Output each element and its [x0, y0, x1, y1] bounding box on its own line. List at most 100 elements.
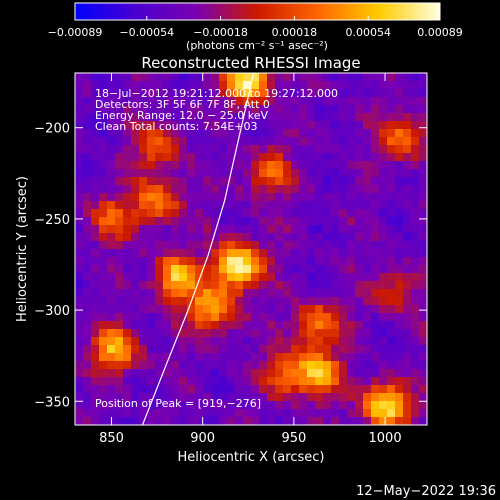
- heatmap-cell: [331, 129, 340, 138]
- heatmap-cell: [355, 313, 364, 322]
- heatmap-cell: [131, 353, 140, 362]
- heatmap-cell: [131, 409, 140, 418]
- heatmap-cell: [363, 161, 372, 170]
- heatmap-cell: [371, 185, 380, 194]
- heatmap-cell: [315, 89, 324, 98]
- heatmap-cell: [227, 305, 236, 314]
- heatmap-cell: [275, 265, 284, 274]
- heatmap-cell: [307, 361, 316, 370]
- heatmap-cell: [275, 305, 284, 314]
- heatmap-cell: [107, 409, 116, 418]
- heatmap-cell: [227, 81, 236, 90]
- heatmap-cell: [211, 193, 220, 202]
- heatmap-cell: [291, 89, 300, 98]
- heatmap-cell: [99, 369, 108, 378]
- heatmap-cell: [219, 153, 228, 162]
- heatmap-cell: [219, 361, 228, 370]
- heatmap-cell: [267, 225, 276, 234]
- heatmap-cell: [179, 393, 188, 402]
- heatmap-cell: [307, 209, 316, 218]
- heatmap-cell: [411, 273, 420, 282]
- heatmap-cell: [107, 337, 116, 346]
- heatmap-cell: [347, 137, 356, 146]
- heatmap-cell: [323, 225, 332, 234]
- heatmap-cell: [91, 137, 100, 146]
- heatmap-cell: [371, 209, 380, 218]
- heatmap-cell: [419, 273, 427, 282]
- heatmap-cell: [235, 273, 244, 282]
- heatmap-cell: [347, 233, 356, 242]
- heatmap-cell: [235, 409, 244, 418]
- heatmap-cell: [203, 193, 212, 202]
- heatmap-cell: [259, 297, 268, 306]
- heatmap-cell: [403, 113, 412, 122]
- heatmap-cell: [163, 241, 172, 250]
- heatmap-cell: [83, 313, 92, 322]
- heatmap-cell: [131, 401, 140, 410]
- heatmap-cell: [235, 169, 244, 178]
- heatmap-cell: [91, 353, 100, 362]
- heatmap-cell: [115, 297, 124, 306]
- heatmap-cell: [395, 281, 404, 290]
- heatmap-cell: [283, 185, 292, 194]
- heatmap-cell: [403, 193, 412, 202]
- heatmap-cell: [163, 137, 172, 146]
- heatmap-cell: [115, 369, 124, 378]
- heatmap-cell: [163, 145, 172, 154]
- heatmap-cell: [131, 257, 140, 266]
- heatmap-cell: [187, 305, 196, 314]
- heatmap-cell: [275, 329, 284, 338]
- heatmap-cell: [107, 249, 116, 258]
- heatmap-cell: [275, 161, 284, 170]
- heatmap-cell: [403, 161, 412, 170]
- heatmap-cell: [139, 321, 148, 330]
- heatmap-cell: [371, 289, 380, 298]
- heatmap-cell: [147, 409, 156, 418]
- heatmap-cell: [339, 225, 348, 234]
- heatmap-cell: [115, 377, 124, 386]
- heatmap-cell: [219, 145, 228, 154]
- heatmap-cell: [99, 273, 108, 282]
- heatmap-cell: [203, 185, 212, 194]
- heatmap-cell: [155, 401, 164, 410]
- heatmap-cell: [203, 361, 212, 370]
- heatmap-cell: [283, 113, 292, 122]
- heatmap-cell: [235, 217, 244, 226]
- heatmap-cell: [275, 113, 284, 122]
- heatmap-cell: [307, 105, 316, 114]
- heatmap-cell: [243, 321, 252, 330]
- heatmap-cell: [99, 249, 108, 258]
- heatmap-cell: [395, 177, 404, 186]
- heatmap-cell: [331, 361, 340, 370]
- heatmap-cell: [251, 145, 260, 154]
- heatmap-cell: [179, 217, 188, 226]
- heatmap-cell: [299, 113, 308, 122]
- heatmap-cell: [195, 337, 204, 346]
- heatmap-cell: [307, 193, 316, 202]
- heatmap-cell: [219, 257, 228, 266]
- heatmap-cell: [371, 97, 380, 106]
- heatmap-cell: [131, 153, 140, 162]
- heatmap-cell: [83, 81, 92, 90]
- heatmap-cell: [355, 145, 364, 154]
- heatmap-cell: [235, 73, 244, 82]
- heatmap-cell: [107, 313, 116, 322]
- heatmap-cell: [139, 169, 148, 178]
- heatmap-cell: [147, 385, 156, 394]
- heatmap-cell: [179, 169, 188, 178]
- heatmap-cell: [187, 401, 196, 410]
- heatmap-cell: [307, 217, 316, 226]
- heatmap-cell: [243, 329, 252, 338]
- heatmap-cell: [307, 385, 316, 394]
- heatmap-cell: [411, 385, 420, 394]
- heatmap-cell: [91, 409, 100, 418]
- heatmap-cell: [339, 305, 348, 314]
- heatmap-cell: [211, 321, 220, 330]
- heatmap-cell: [267, 209, 276, 218]
- heatmap-cell: [331, 321, 340, 330]
- heatmap-cell: [179, 313, 188, 322]
- heatmap-cell: [107, 145, 116, 154]
- heatmap-cell: [179, 185, 188, 194]
- heatmap-cell: [403, 217, 412, 226]
- heatmap-cell: [403, 337, 412, 346]
